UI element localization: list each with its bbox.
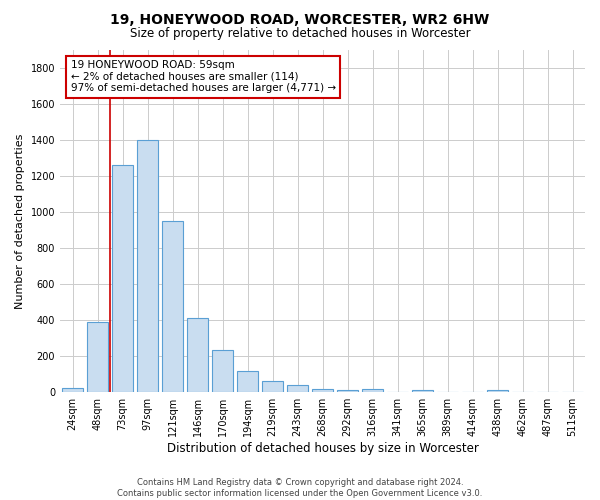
Bar — [262, 380, 283, 392]
Bar — [162, 221, 183, 392]
Bar — [412, 390, 433, 392]
Bar — [187, 318, 208, 392]
Bar — [137, 140, 158, 392]
Text: 19, HONEYWOOD ROAD, WORCESTER, WR2 6HW: 19, HONEYWOOD ROAD, WORCESTER, WR2 6HW — [110, 12, 490, 26]
Bar — [112, 166, 133, 392]
Bar — [312, 388, 333, 392]
Bar — [487, 390, 508, 392]
Bar — [287, 385, 308, 392]
Bar — [87, 322, 108, 392]
Bar — [62, 388, 83, 392]
Text: Size of property relative to detached houses in Worcester: Size of property relative to detached ho… — [130, 28, 470, 40]
Text: 19 HONEYWOOD ROAD: 59sqm
← 2% of detached houses are smaller (114)
97% of semi-d: 19 HONEYWOOD ROAD: 59sqm ← 2% of detache… — [71, 60, 335, 94]
Bar — [212, 350, 233, 392]
Bar — [237, 370, 258, 392]
Bar — [362, 388, 383, 392]
X-axis label: Distribution of detached houses by size in Worcester: Distribution of detached houses by size … — [167, 442, 478, 455]
Bar — [337, 390, 358, 392]
Y-axis label: Number of detached properties: Number of detached properties — [15, 134, 25, 309]
Text: Contains HM Land Registry data © Crown copyright and database right 2024.
Contai: Contains HM Land Registry data © Crown c… — [118, 478, 482, 498]
